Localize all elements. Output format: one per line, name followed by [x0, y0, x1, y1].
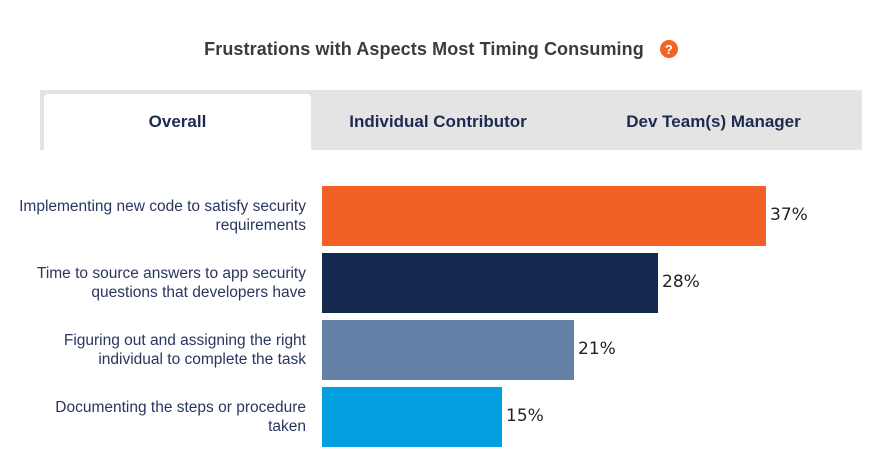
bar[interactable] [322, 186, 766, 246]
category-label: Implementing new code to satisfy securit… [19, 198, 306, 234]
bar[interactable] [322, 253, 658, 313]
help-icon[interactable]: ? [659, 40, 678, 58]
bar[interactable] [322, 320, 574, 380]
category-label: Time to source answers to app security q… [36, 265, 306, 301]
chart-title: Frustrations with Aspects Most Timing Co… [204, 38, 644, 59]
bar[interactable] [322, 387, 502, 447]
category-label: Figuring out and assigning the right ind… [63, 332, 306, 368]
bar-chart: Implementing new code to satisfy securit… [0, 150, 882, 472]
value-label: 21% [578, 339, 616, 359]
category-label: Documenting the steps or procedure taken [55, 399, 306, 435]
tab-bar: Overall Individual Contributor Dev Team(… [40, 90, 862, 150]
value-label: 37% [770, 205, 808, 225]
value-label: 28% [662, 272, 700, 292]
value-label: 15% [506, 406, 544, 426]
tab-individual-contributor[interactable]: Individual Contributor [349, 112, 527, 131]
tab-dev-team-manager[interactable]: Dev Team(s) Manager [626, 112, 801, 131]
chart-header: Frustrations with Aspects Most Timing Co… [0, 36, 882, 62]
tab-overall[interactable]: Overall [44, 94, 311, 150]
